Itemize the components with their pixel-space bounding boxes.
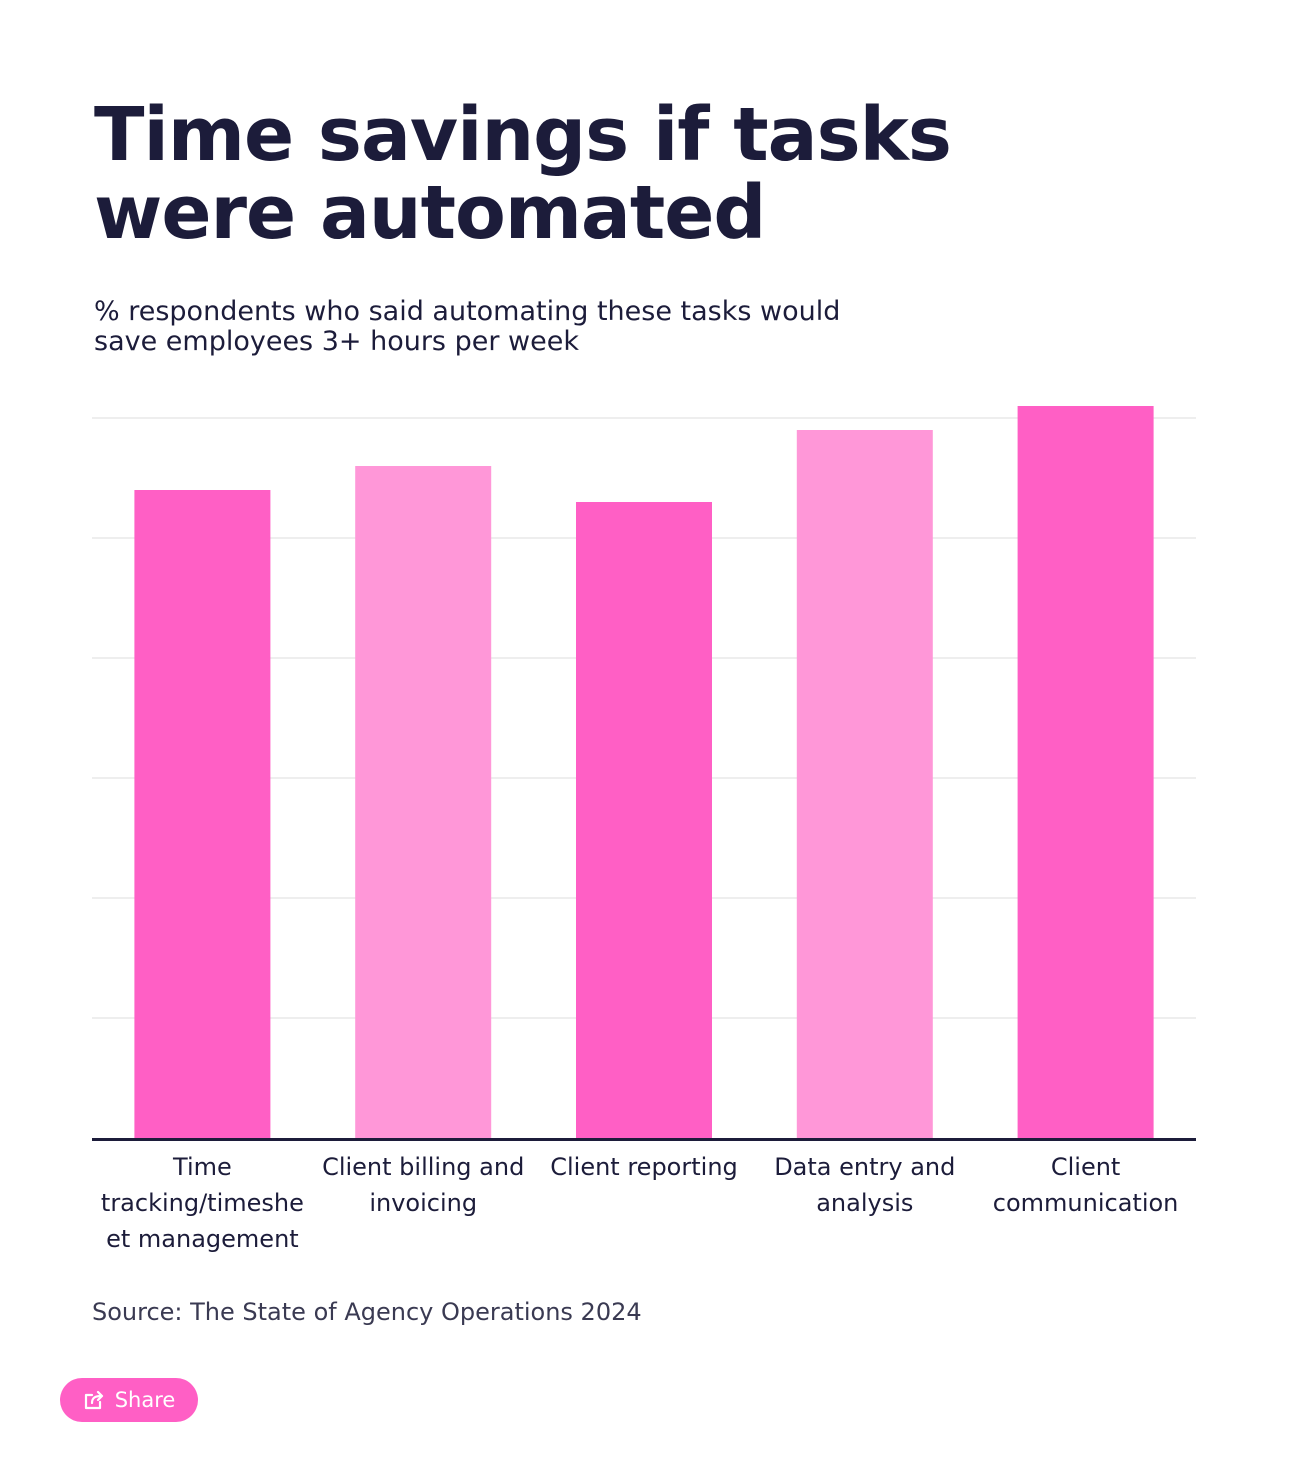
bar-2 — [355, 466, 492, 1138]
share-button[interactable]: Share — [60, 1378, 198, 1422]
source-note: Source: The State of Agency Operations 2… — [92, 1298, 642, 1326]
bar-chart: Time tracking/timeshe et management Client … — [92, 406, 1196, 1253]
share-label: Share — [114, 1388, 176, 1412]
chart-subtitle: % respondents who said automating these … — [94, 296, 841, 357]
category-label-2: Client billing and invoicing — [322, 1153, 524, 1217]
bar-5 — [1017, 406, 1154, 1138]
share-icon — [83, 1390, 105, 1410]
category-label-5: Client communication — [993, 1153, 1179, 1217]
bar-3 — [576, 502, 712, 1138]
category-label-1: Time tracking/timeshe et management — [101, 1153, 304, 1253]
bar-1 — [134, 490, 271, 1138]
bars — [134, 406, 1154, 1138]
chart-title: Time savings if tasks were automated — [94, 92, 952, 256]
bar-4 — [796, 430, 933, 1138]
category-label-4: Data entry and analysis — [774, 1153, 955, 1217]
category-labels: Time tracking/timeshe et management Client … — [101, 1153, 1178, 1253]
category-label-3: Client reporting — [550, 1153, 738, 1181]
